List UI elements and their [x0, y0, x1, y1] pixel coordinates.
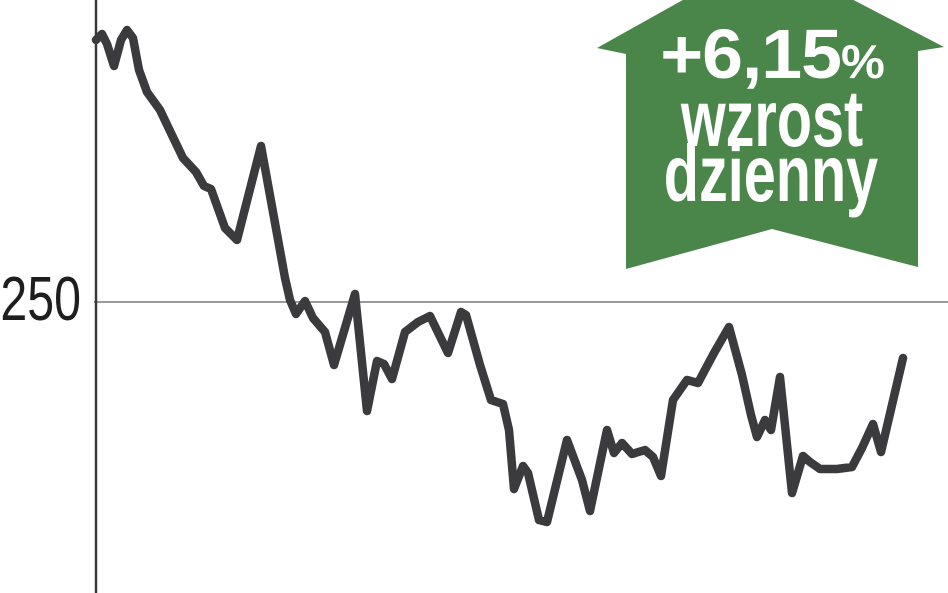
up-arrow-badge-shape	[597, 0, 944, 269]
y-tick-label: 250	[0, 264, 81, 333]
percent-sign: %	[841, 36, 884, 89]
change-label-line1: wzrost	[680, 74, 863, 164]
change-label-line2: dzienny	[664, 129, 879, 219]
price-line	[91, 25, 908, 527]
change-percent: +6,15%	[660, 16, 884, 94]
change-percent-value: +6,15	[660, 16, 841, 94]
change-badge: +6,15% wzrost dzienny	[597, 0, 944, 269]
